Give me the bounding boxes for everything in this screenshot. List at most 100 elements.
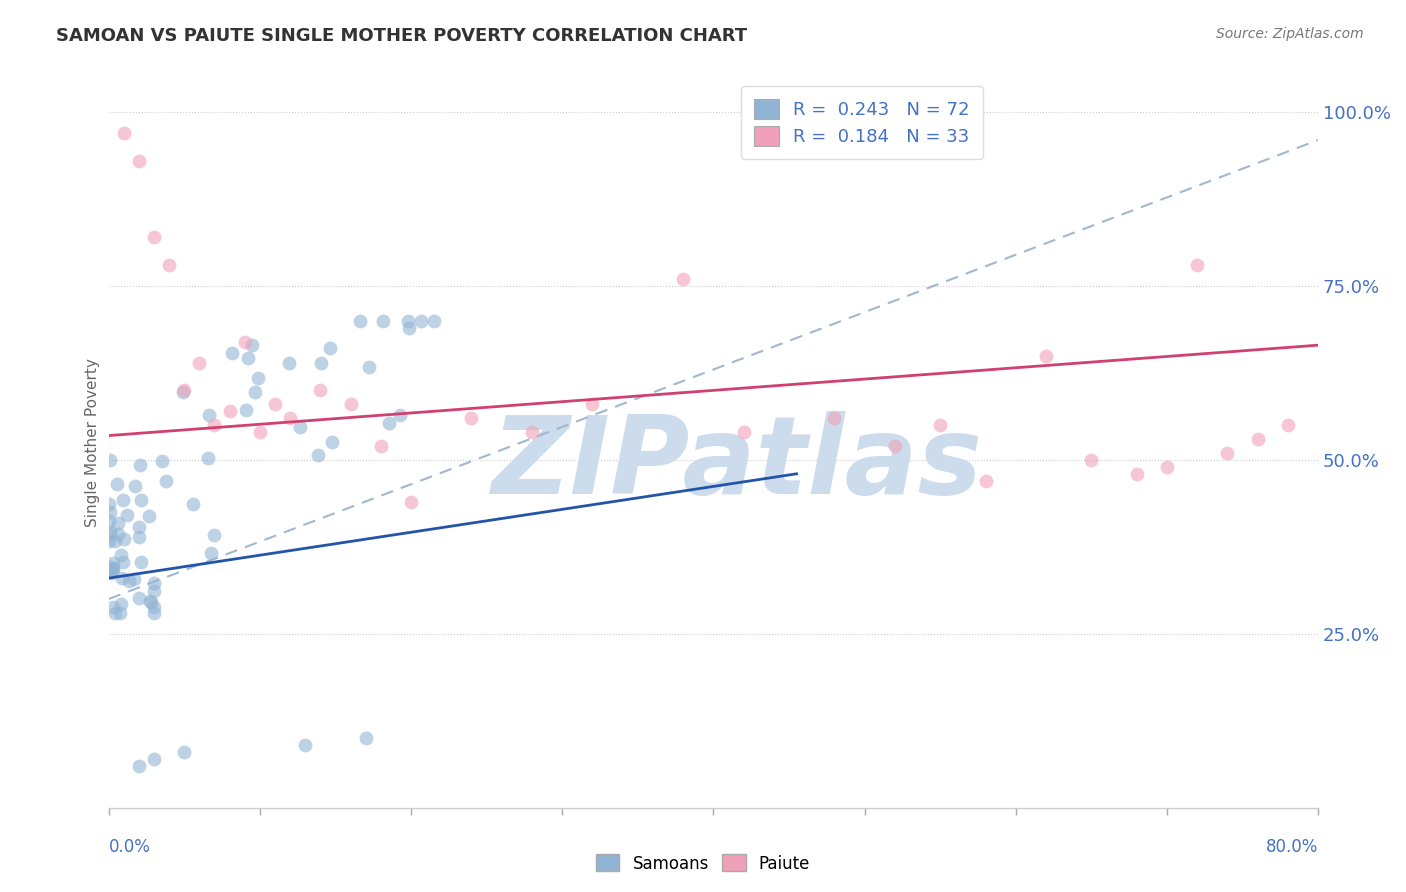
Point bbox=[112, 555, 135, 569]
Point bbox=[202, 527, 225, 541]
Point bbox=[581, 397, 603, 411]
Legend: Samoans, Paiute: Samoans, Paiute bbox=[589, 847, 817, 880]
Point bbox=[172, 385, 194, 400]
Point bbox=[143, 752, 166, 766]
Point bbox=[396, 314, 419, 328]
Point bbox=[204, 418, 226, 433]
Y-axis label: Single Mother Poverty: Single Mother Poverty bbox=[86, 358, 100, 527]
Point bbox=[321, 435, 343, 450]
Point bbox=[104, 606, 127, 620]
Point bbox=[246, 371, 269, 385]
Point bbox=[118, 574, 141, 589]
Point bbox=[278, 411, 301, 425]
Point bbox=[128, 591, 150, 605]
Point bbox=[288, 419, 311, 434]
Point bbox=[235, 403, 257, 417]
Point bbox=[1246, 432, 1268, 446]
Point bbox=[103, 556, 125, 570]
Point bbox=[100, 453, 122, 467]
Point bbox=[157, 258, 180, 272]
Point bbox=[371, 314, 394, 328]
Point bbox=[143, 606, 166, 620]
Point bbox=[294, 738, 316, 752]
Point bbox=[1125, 467, 1147, 481]
Point bbox=[155, 474, 177, 488]
Point bbox=[110, 548, 132, 562]
Point bbox=[139, 593, 162, 607]
Point bbox=[173, 384, 195, 398]
Point bbox=[733, 425, 755, 439]
Point bbox=[122, 572, 145, 586]
Point bbox=[1080, 453, 1102, 467]
Point bbox=[98, 524, 121, 539]
Point bbox=[107, 527, 129, 541]
Point bbox=[139, 595, 162, 609]
Point bbox=[319, 341, 342, 355]
Point bbox=[104, 534, 127, 549]
Point bbox=[339, 397, 361, 411]
Point bbox=[143, 584, 166, 599]
Text: ZIPatlas: ZIPatlas bbox=[492, 411, 983, 517]
Point bbox=[218, 404, 240, 418]
Point bbox=[974, 474, 997, 488]
Point bbox=[233, 334, 256, 349]
Point bbox=[311, 356, 333, 370]
Point bbox=[399, 494, 422, 508]
Point bbox=[112, 532, 135, 546]
Point bbox=[112, 126, 135, 140]
Point bbox=[110, 606, 132, 620]
Point bbox=[152, 454, 174, 468]
Point bbox=[672, 272, 695, 286]
Point bbox=[143, 599, 166, 614]
Point bbox=[143, 575, 166, 590]
Point bbox=[389, 408, 412, 422]
Point bbox=[138, 509, 160, 524]
Point bbox=[101, 561, 124, 575]
Point bbox=[143, 230, 166, 244]
Point bbox=[377, 416, 399, 430]
Point bbox=[264, 397, 287, 411]
Text: SAMOAN VS PAIUTE SINGLE MOTHER POVERTY CORRELATION CHART: SAMOAN VS PAIUTE SINGLE MOTHER POVERTY C… bbox=[56, 27, 748, 45]
Point bbox=[1035, 349, 1057, 363]
Point bbox=[1185, 258, 1208, 272]
Point bbox=[520, 425, 543, 439]
Point bbox=[117, 508, 139, 522]
Point bbox=[236, 351, 259, 365]
Point bbox=[97, 514, 120, 528]
Point bbox=[100, 527, 122, 541]
Point bbox=[112, 493, 135, 508]
Point bbox=[221, 346, 243, 360]
Point bbox=[249, 425, 271, 439]
Point bbox=[128, 153, 150, 168]
Point bbox=[107, 516, 129, 530]
Point bbox=[98, 560, 121, 574]
Point bbox=[181, 497, 204, 511]
Point bbox=[129, 555, 152, 569]
Point bbox=[349, 314, 371, 328]
Point bbox=[357, 359, 380, 374]
Point bbox=[197, 408, 219, 422]
Point bbox=[245, 384, 267, 399]
Point bbox=[200, 546, 222, 560]
Point bbox=[370, 439, 392, 453]
Point bbox=[354, 731, 377, 745]
Point bbox=[110, 597, 132, 611]
Point bbox=[460, 411, 482, 425]
Point bbox=[105, 476, 128, 491]
Point bbox=[111, 571, 134, 585]
Point bbox=[97, 496, 120, 510]
Point bbox=[128, 519, 150, 533]
Point bbox=[129, 458, 152, 472]
Point bbox=[101, 600, 124, 615]
Point bbox=[131, 493, 153, 508]
Point bbox=[197, 450, 219, 465]
Text: 0.0%: 0.0% bbox=[108, 838, 150, 855]
Text: 80.0%: 80.0% bbox=[1265, 838, 1319, 855]
Point bbox=[309, 384, 332, 398]
Legend: R =  0.243   N = 72, R =  0.184   N = 33: R = 0.243 N = 72, R = 0.184 N = 33 bbox=[741, 87, 983, 159]
Point bbox=[128, 759, 150, 773]
Point bbox=[188, 355, 211, 369]
Text: Source: ZipAtlas.com: Source: ZipAtlas.com bbox=[1216, 27, 1364, 41]
Point bbox=[883, 439, 905, 453]
Point bbox=[100, 566, 122, 580]
